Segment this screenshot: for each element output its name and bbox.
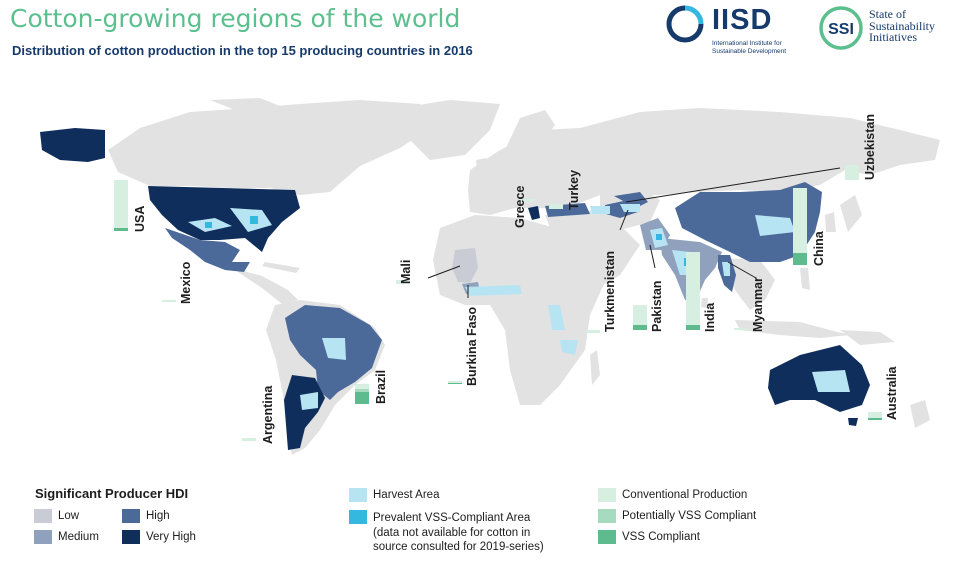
legend-swatch-conventional (598, 488, 616, 502)
ssi-logo-abbr: SSI (828, 21, 854, 38)
label-china: China (812, 230, 826, 266)
bar-brazil-potential (355, 389, 369, 392)
bar-greece-conventional (520, 199, 534, 202)
label-brazil: Brazil (374, 370, 388, 404)
land-russia (580, 108, 940, 195)
land-greenland (400, 100, 500, 160)
legend-swatch-very-high (122, 530, 140, 544)
legend-swatch-harvest-area (349, 488, 367, 502)
label-argentina: Argentina (261, 385, 275, 444)
page-subtitle: Distribution of cotton production in the… (12, 43, 473, 58)
legend-label-low: Low (58, 510, 80, 522)
country-greece (528, 206, 540, 220)
legend-label-high: High (146, 510, 170, 522)
label-myanmar: Myanmar (751, 277, 765, 332)
ssi-logo-fullname: State of Sustainability Initiatives (869, 7, 935, 44)
land-scandinavia (505, 110, 555, 150)
land-sri-lanka (701, 298, 708, 308)
land-masses (108, 98, 940, 455)
legend-swatch-potentially-vss (598, 509, 616, 523)
bar-usa-vss (114, 228, 128, 231)
bar-mali-conventional (396, 280, 410, 284)
country-usa (148, 186, 300, 252)
iisd-logo-icon (666, 5, 704, 43)
bar-burkina-conventional (448, 381, 462, 383)
label-australia: Australia (885, 365, 899, 420)
label-pakistan: Pakistan (650, 281, 664, 332)
legend-swatch-vss-area (349, 510, 367, 524)
bar-australia-conventional (868, 412, 882, 418)
world-map: USA Mexico Brazil Argentina Mali Burkina… (40, 98, 940, 455)
bar-china-conventional (793, 188, 807, 253)
page-title: Cotton-growing regions of the world (10, 4, 461, 33)
land-japan (840, 195, 862, 232)
label-mali: Mali (399, 260, 413, 284)
land-new-guinea (840, 330, 895, 345)
land-indonesia (735, 320, 850, 338)
land-uk (476, 158, 488, 180)
ssi-logo-icon: SSI (819, 6, 863, 50)
legend-label-very-high: Very High (146, 531, 196, 543)
bar-pakistan-conventional (633, 305, 647, 325)
label-mexico: Mexico (179, 261, 193, 304)
bar-pakistan-vss (633, 325, 647, 330)
legend-label-potentially-vss: Potentially VSS Compliant (622, 510, 757, 522)
legend-label-harvest-area: Harvest Area (373, 489, 440, 501)
legend-swatch-low (34, 509, 52, 523)
bar-china-vss (793, 253, 807, 265)
label-greece: Greece (513, 186, 527, 228)
production-bars (114, 165, 882, 441)
land-new-zealand (910, 400, 930, 428)
land-caribbean (262, 262, 300, 273)
bar-australia-vss (868, 418, 882, 420)
label-india: India (703, 302, 717, 332)
legend-hdi-title: Significant Producer HDI (35, 486, 189, 501)
country-china (675, 182, 822, 262)
land-middle-east (545, 210, 640, 290)
bar-india-vss (686, 325, 700, 330)
country-mexico (165, 228, 250, 272)
country-mali (452, 248, 478, 283)
country-tasmania (848, 418, 858, 426)
legend-swatch-medium (34, 530, 52, 544)
label-turkmenistan: Turkmenistan (603, 251, 617, 332)
iisd-logo-fullname: International Institute for Sustainable … (712, 40, 787, 55)
legend-label-vss-area: Prevalent VSS-Compliant Area (data not a… (373, 512, 544, 553)
label-burkina-faso: Burkina Faso (465, 306, 479, 386)
bar-argentina-conventional (242, 438, 256, 441)
legend-swatch-vss-compliant (598, 530, 616, 544)
bar-burkina-vss (448, 383, 462, 384)
land-arctic-islands (210, 98, 280, 112)
bar-brazil-conventional (355, 384, 369, 389)
legend-label-vss-compliant: VSS Compliant (622, 531, 700, 543)
leader-lines (427, 167, 841, 298)
bar-myanmar-conventional (734, 328, 748, 330)
country-alaska (40, 128, 105, 162)
land-central-america (232, 268, 298, 304)
land-madagascar (590, 350, 600, 385)
bar-turkey-conventional (549, 204, 563, 209)
legend-swatch-high (122, 509, 140, 523)
bar-brazil-vss (355, 392, 369, 404)
land-canada (108, 100, 435, 195)
bar-india-conventional (686, 252, 700, 325)
bar-usa-conventional (114, 180, 128, 230)
land-europe (468, 128, 600, 215)
land-korea (825, 212, 836, 232)
bar-turkmenistan-conventional (586, 330, 600, 333)
bar-uzbekistan-conventional (845, 165, 859, 180)
label-usa: USA (133, 206, 147, 232)
label-turkey: Turkey (567, 170, 581, 210)
legend-label-medium: Medium (58, 531, 99, 543)
legend-label-conventional: Conventional Production (622, 489, 748, 501)
land-philippines (800, 268, 810, 290)
iisd-logo-name: IISD (712, 4, 773, 36)
label-uzbekistan: Uzbekistan (863, 114, 877, 180)
bar-mexico-conventional (162, 300, 176, 302)
